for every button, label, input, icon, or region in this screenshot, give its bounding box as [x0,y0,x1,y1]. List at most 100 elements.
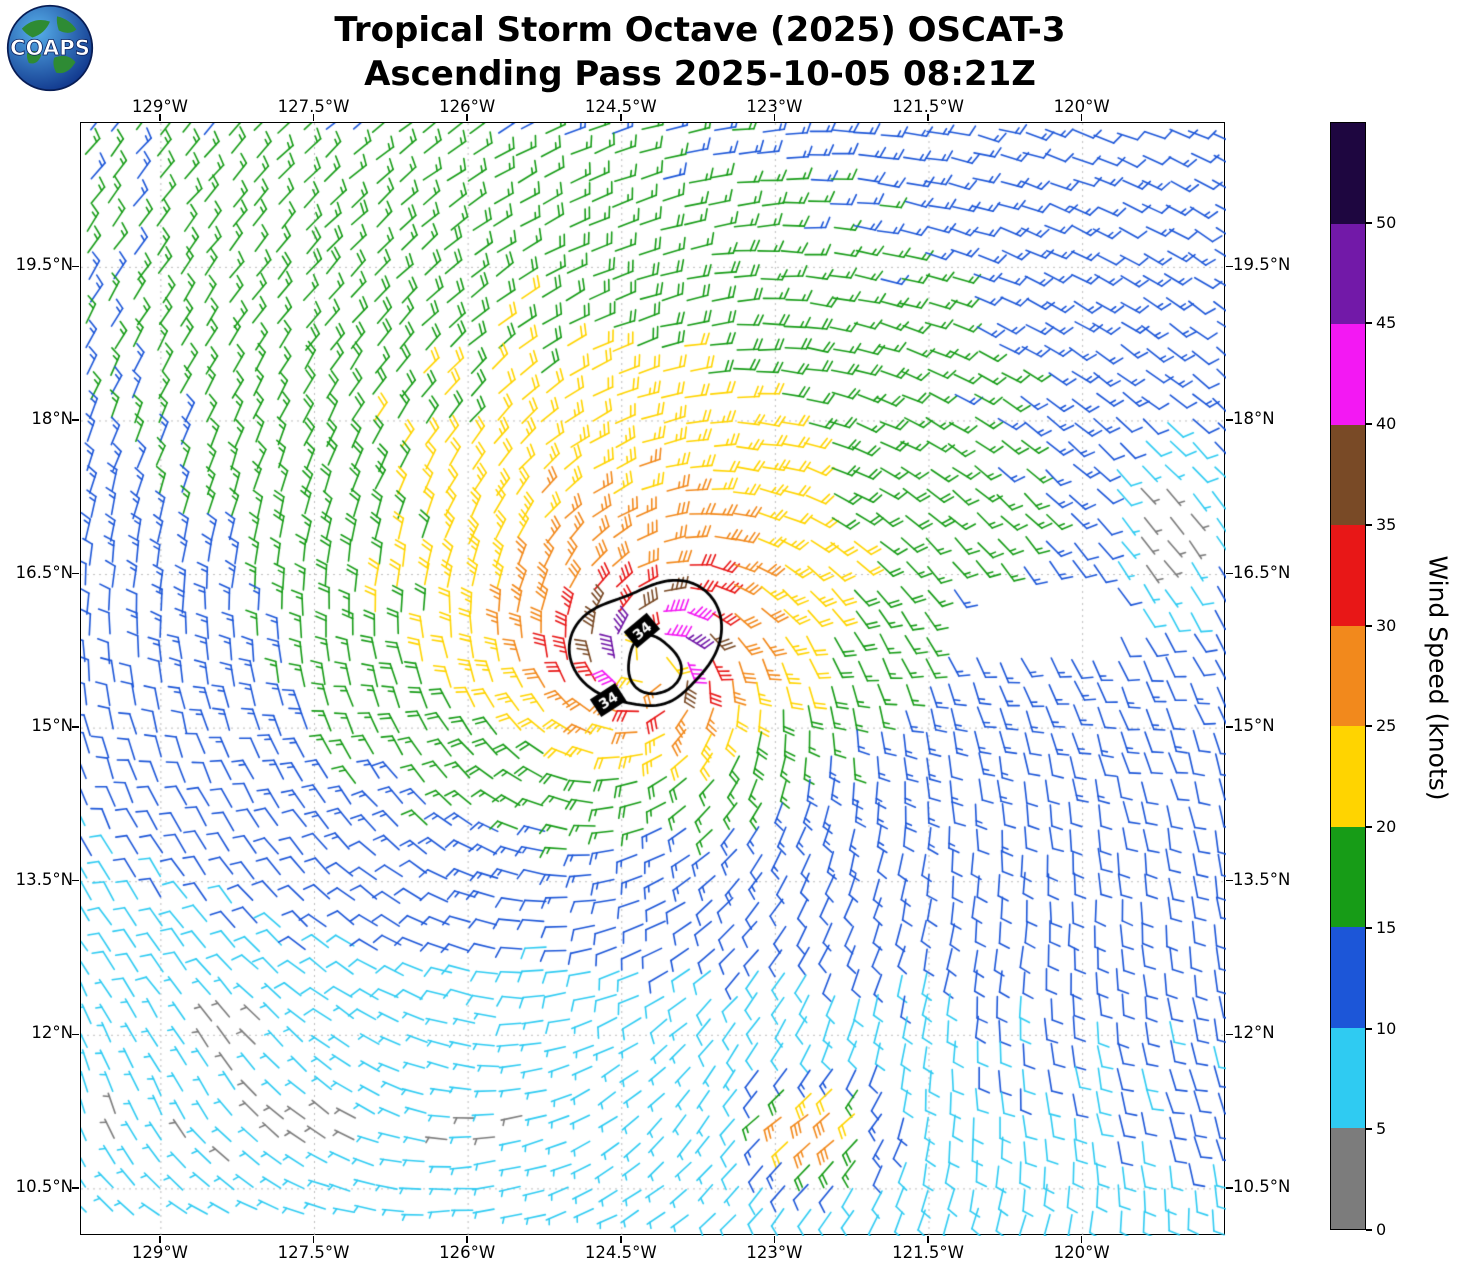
chart-title: Tropical Storm Octave (2025) OSCAT-3 [334,10,1066,50]
x-tick-label-top: 120°W [1053,97,1110,116]
y-tick-label-left: 13.5°N [15,869,73,889]
colorbar-tick-label: 15 [1376,917,1397,937]
axis-tick-mark [1226,265,1233,268]
axis-tick-mark [466,1236,468,1243]
logo-landmass [21,20,50,38]
axis-tick-mark [1366,322,1372,325]
axis-tick-mark [1366,1027,1372,1030]
x-tick-label-top: 123°W [746,97,803,116]
wind-barb-canvas [81,123,1226,1236]
axis-tick-mark [773,1236,776,1243]
y-tick-label-right: 15°N [1233,716,1275,736]
axis-tick-mark [1226,419,1233,421]
x-tick-label-top: 129°W [131,97,188,116]
colorbar-segment [1331,726,1365,827]
colorbar-segment [1331,927,1365,1028]
colorbar-segment [1331,324,1365,425]
colorbar-tick-label: 10 [1376,1018,1397,1038]
axis-tick-mark [1080,1236,1083,1243]
colorbar-tick-label: 45 [1376,313,1397,333]
y-tick-label-left: 18°N [31,408,73,428]
colorbar-tick-label: 35 [1376,514,1397,534]
colorbar-tick-label: 40 [1376,414,1397,434]
y-tick-label-left: 10.5°N [15,1176,73,1196]
logo-text: COAPS [10,35,90,60]
logo-landmass [26,51,42,64]
y-tick-label-right: 10.5°N [1233,1176,1291,1196]
y-tick-label-right: 16.5°N [1233,562,1291,582]
axis-tick-mark [72,572,79,575]
x-tick-label-bottom: 121.5°W [892,1243,964,1262]
axis-tick-mark [927,1236,929,1243]
axis-tick-mark [1226,726,1233,728]
x-tick-label-bottom: 124.5°W [584,1243,657,1262]
x-tick-label-bottom: 127.5°W [277,1243,350,1262]
x-tick-label-bottom: 120°W [1053,1243,1110,1262]
axis-tick-mark [312,114,315,121]
x-tick-label-bottom: 126°W [439,1243,496,1262]
colorbar-segment [1331,1128,1365,1229]
axis-tick-mark [159,1236,161,1243]
x-tick-label-top: 126°W [439,97,496,116]
axis-tick-mark [1366,926,1372,929]
axis-tick-mark [927,114,929,121]
y-tick-label-right: 19.5°N [1233,255,1291,275]
colorbar-segment [1331,826,1365,928]
colorbar-segment [1331,1027,1365,1129]
axis-tick-mark [72,1187,79,1189]
x-tick-label-top: 127.5°W [277,97,350,116]
colorbar-tick-label: 5 [1376,1119,1387,1139]
axis-tick-mark [72,726,79,728]
colorbar-segment [1331,525,1365,626]
axis-tick-mark [466,114,468,121]
colorbar-tick-label: 50 [1376,212,1397,232]
colorbar-segment [1331,625,1365,727]
axis-tick-mark [1080,114,1083,121]
logo-landmass [56,16,77,33]
y-tick-label-left: 19.5°N [15,255,73,275]
axis-tick-mark [1226,1033,1233,1036]
map-plot-area [80,122,1226,1236]
x-tick-label-bottom: 123°W [746,1243,803,1262]
axis-tick-mark [1366,826,1372,829]
axis-tick-mark [159,114,161,121]
axis-tick-mark [1366,1229,1372,1231]
axis-tick-mark [1366,624,1372,627]
y-tick-label-right: 13.5°N [1233,869,1291,889]
axis-tick-mark [1366,423,1372,426]
axis-tick-mark [1226,879,1233,882]
colorbar-axis-label: Wind Speed (knots) [1423,555,1453,801]
chart-titles: Tropical Storm Octave (2025) OSCAT-3 Asc… [0,8,1400,96]
x-tick-label-top: 124.5°W [584,97,657,116]
x-tick-label-top: 121.5°W [892,97,964,116]
axis-tick-mark [1226,572,1233,575]
axis-tick-mark [1366,523,1372,526]
axis-tick-mark [312,1236,315,1243]
y-tick-label-left: 15°N [31,716,73,736]
y-tick-label-right: 18°N [1233,408,1275,428]
axis-tick-mark [620,1236,622,1243]
axis-tick-mark [1366,725,1372,728]
colorbar-tick-label: 30 [1376,615,1397,635]
axis-tick-mark [773,114,776,121]
axis-tick-mark [72,879,79,882]
x-tick-label-bottom: 129°W [131,1243,188,1262]
colorbar-segment [1331,223,1365,325]
axis-tick-mark [72,419,79,421]
colorbar-segment [1331,424,1365,526]
logo-landmass [53,55,76,74]
colorbar [1330,122,1366,1230]
axis-tick-mark [1226,1187,1233,1189]
colorbar-segment [1331,122,1365,224]
axis-tick-mark [1366,1128,1372,1131]
y-tick-label-left: 16.5°N [15,562,73,582]
colorbar-tick-label: 25 [1376,716,1397,736]
axis-tick-mark [72,265,79,268]
y-tick-label-right: 12°N [1233,1023,1275,1043]
colorbar-tick-label: 0 [1376,1220,1387,1239]
coaps-logo: COAPS [6,4,94,92]
colorbar-tick-label: 20 [1376,817,1397,837]
axis-tick-mark [620,114,622,121]
axis-tick-mark [1366,221,1372,224]
